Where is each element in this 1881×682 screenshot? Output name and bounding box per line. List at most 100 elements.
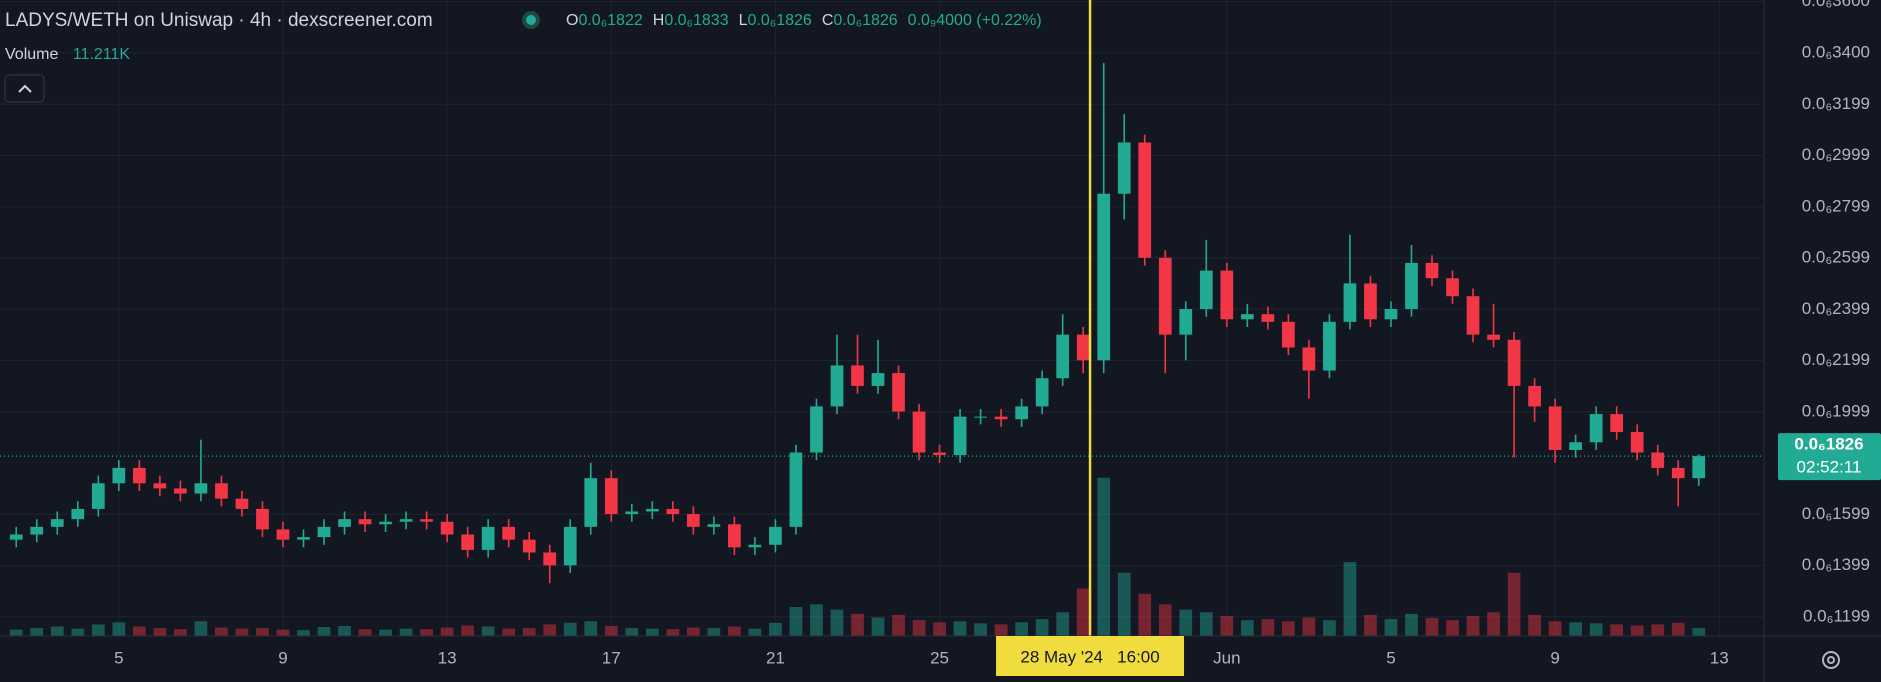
volume-bar	[71, 628, 85, 636]
x-tick-label: 21	[766, 648, 785, 667]
candle-body	[1610, 414, 1624, 433]
volume-bar	[1015, 622, 1028, 636]
chart-title: LADYS/WETH on Uniswap · 4h · dexscreener…	[5, 10, 433, 31]
candle-body	[748, 544, 762, 548]
candle-body	[440, 521, 454, 535]
overlay	[0, 0, 1764, 636]
candle-body	[1548, 406, 1562, 450]
settings-hub[interactable]	[1827, 656, 1835, 664]
candle-body	[399, 519, 413, 522]
volume-bar	[892, 614, 905, 636]
volume-bar	[194, 621, 208, 636]
volume-bar	[461, 625, 475, 636]
volume-bar	[420, 629, 433, 636]
volume-bar	[994, 624, 1008, 636]
volume-bar	[563, 622, 577, 636]
volume-bar	[686, 627, 700, 636]
candle-body	[1651, 452, 1665, 468]
countdown-label: 02:52:11	[1797, 458, 1862, 477]
candle-body	[645, 508, 659, 512]
candle-body	[71, 508, 85, 520]
volume-bar	[1548, 621, 1562, 636]
volume-bar	[871, 617, 885, 636]
candle-body	[1076, 334, 1090, 361]
candle-body	[235, 498, 249, 509]
candle-body	[1671, 467, 1685, 479]
volume-bar	[1446, 620, 1459, 636]
candle-body	[810, 406, 823, 453]
volume-bar	[810, 604, 823, 636]
volume-bar	[1364, 614, 1377, 636]
volume-bar	[215, 627, 228, 636]
candle-body	[215, 483, 228, 499]
volume-bar	[522, 628, 536, 636]
candle-body	[522, 539, 536, 553]
collapse-icon[interactable]	[18, 84, 32, 93]
candle-body	[358, 519, 372, 525]
volume-bar	[1302, 617, 1316, 636]
collapse-button-frame[interactable]	[4, 74, 45, 103]
candle-body	[317, 526, 331, 538]
volume-bar	[1056, 612, 1070, 636]
candle-body	[974, 416, 987, 418]
candle-body	[686, 514, 700, 527]
x-tick-label: 13	[438, 648, 457, 667]
y-tick-label: 0.0₆1599	[1802, 504, 1870, 523]
volume-bar	[1651, 624, 1665, 636]
volume-bar	[769, 622, 782, 636]
volume-bar	[1282, 621, 1295, 636]
volume-bar	[543, 624, 557, 636]
y-tick-label: 0.0₆2799	[1802, 196, 1870, 215]
volume-bar	[1425, 618, 1439, 636]
candle-body	[789, 452, 803, 527]
last-price-box	[1778, 433, 1881, 481]
volume-legend: Volume 11.211K	[5, 46, 130, 63]
volume-bar	[30, 628, 44, 636]
volume-bar	[50, 626, 64, 636]
volume-bar	[235, 628, 249, 636]
ohlc-value: 0.0₆1833	[664, 12, 728, 29]
volume-bar	[112, 622, 126, 636]
settings-button[interactable]	[1822, 651, 1840, 669]
volume-bar	[953, 621, 967, 636]
ohlc-legend: O0.0₆1822 H0.0₆1833 L0.0₆1826 C0.0₆1826 0.0₉…	[566, 12, 1042, 29]
volume-label: Volume	[5, 46, 58, 63]
volume-bar	[358, 629, 372, 636]
candle-body	[933, 452, 946, 456]
candle-body	[892, 373, 905, 412]
candle-body	[1405, 262, 1418, 310]
candle-body	[1569, 442, 1582, 450]
collapse-button[interactable]	[4, 74, 45, 103]
ohlc-value: 0.0₆1826	[748, 12, 812, 29]
volume-bar	[1405, 613, 1418, 636]
ohlc-key: L	[739, 12, 748, 29]
y-tick-label: 0.0₆1199	[1803, 606, 1870, 625]
axes: 0.0₆3600 0.0₆3400 0.0₆3199 0.0₆2999 0.0₆2799…	[114, 0, 1881, 676]
ohlc-value: 0.0₆1826	[833, 12, 897, 29]
candle-body	[1261, 314, 1275, 322]
candle-body	[1364, 283, 1377, 320]
volume-value: 11.211K	[73, 46, 131, 63]
volume-bar	[1528, 614, 1541, 636]
candle-body	[1466, 296, 1480, 335]
volume-bar	[748, 628, 762, 636]
candle-body	[481, 526, 495, 550]
x-tick-label: Jun	[1213, 648, 1240, 667]
volume-bar	[276, 629, 290, 636]
volume-bar	[1117, 572, 1131, 636]
y-tick-label: 0.0₆3400	[1802, 42, 1870, 61]
ohlc-key: C	[822, 12, 834, 29]
volume-pane	[9, 477, 1706, 636]
candle-body	[1302, 347, 1316, 371]
candle-body	[112, 467, 126, 484]
candle-body	[174, 488, 187, 494]
settings-ring[interactable]	[1822, 651, 1840, 669]
x-tick-label: 9	[278, 648, 287, 667]
x-tick-label: 17	[602, 648, 621, 667]
candle-body	[461, 534, 475, 550]
candle-body	[604, 478, 618, 515]
x-tick-label: 13	[1710, 648, 1729, 667]
y-tick-label: 0.0₆3600	[1802, 0, 1870, 10]
